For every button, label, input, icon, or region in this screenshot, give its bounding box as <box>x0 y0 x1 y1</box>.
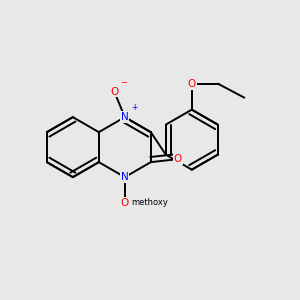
Text: O: O <box>174 154 182 164</box>
Text: N: N <box>121 112 129 122</box>
Text: methoxy: methoxy <box>131 198 168 207</box>
Text: +: + <box>131 103 137 112</box>
Text: N: N <box>121 172 129 182</box>
Text: O: O <box>121 198 129 208</box>
Text: O: O <box>110 87 118 97</box>
Text: O: O <box>188 79 196 89</box>
Text: −: − <box>120 78 127 87</box>
